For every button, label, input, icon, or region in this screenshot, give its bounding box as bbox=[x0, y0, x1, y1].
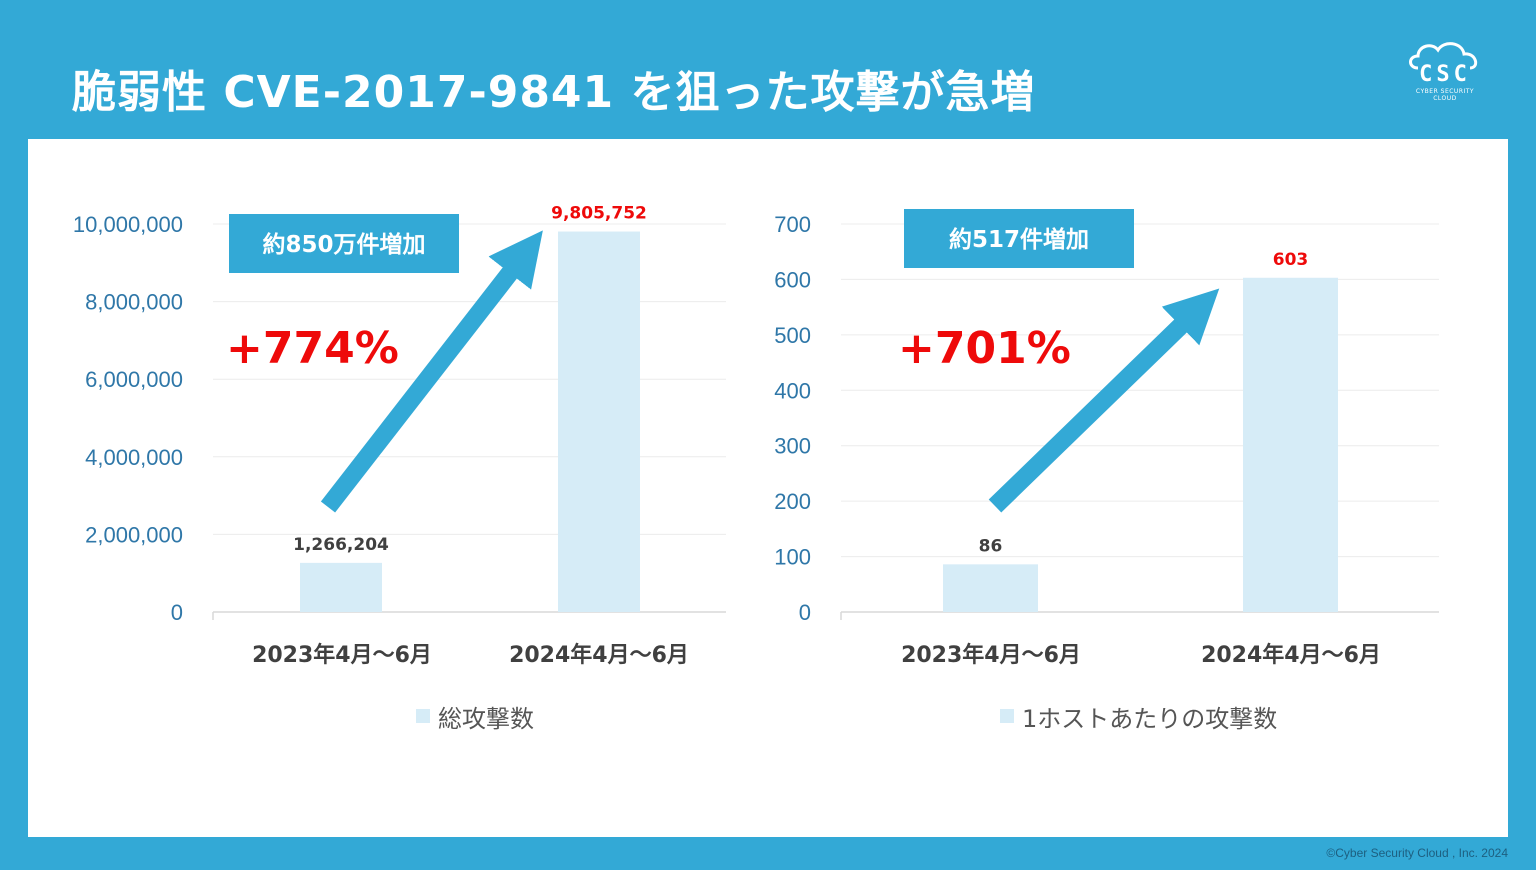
bar bbox=[558, 231, 640, 613]
bars: 1,266,204 2023年4月～6月 9,805,752 2024年4月～6月 bbox=[252, 204, 689, 668]
increase-percentage: +701% bbox=[898, 323, 1071, 374]
callout-text: 約517件増加 bbox=[949, 226, 1089, 253]
y-tick-label: 8,000,000 bbox=[85, 290, 183, 315]
y-tick-label: 0 bbox=[799, 600, 811, 625]
bar bbox=[943, 564, 1038, 612]
callout-text: 約850万件増加 bbox=[262, 231, 425, 258]
logo-text: CSC bbox=[1419, 62, 1471, 87]
company-logo: CSC CYBER SECURITY CLOUD bbox=[1404, 40, 1486, 102]
bar bbox=[1243, 277, 1338, 612]
legend-swatch bbox=[416, 709, 430, 723]
growth-arrow bbox=[988, 288, 1220, 513]
copyright: ©Cyber Security Cloud , Inc. 2024 bbox=[1326, 846, 1508, 860]
data-label: 1,266,204 bbox=[293, 535, 389, 555]
legend: 1ホストあたりの攻撃数 bbox=[1000, 705, 1277, 733]
page-title: 脆弱性 CVE-2017-9841 を狙った攻撃が急増 bbox=[72, 67, 1036, 118]
per-host-attacks-chart: 0 100 200 300 400 500 600 700 86 2023年4月～6月 603 20… bbox=[774, 209, 1439, 733]
x-tick-label: 2024年4月～6月 bbox=[1201, 642, 1381, 668]
y-tick-label: 0 bbox=[171, 600, 183, 625]
y-tick-label: 10,000,000 bbox=[73, 212, 183, 237]
growth-arrow bbox=[320, 230, 543, 513]
callout-box bbox=[229, 214, 459, 273]
data-label: 9,805,752 bbox=[551, 204, 647, 224]
x-tick-label: 2023年4月～6月 bbox=[901, 642, 1081, 668]
y-tick-label: 6,000,000 bbox=[85, 367, 183, 392]
x-tick-label: 2023年4月～6月 bbox=[252, 642, 432, 668]
y-tick-label: 500 bbox=[774, 323, 811, 348]
legend: 総攻撃数 bbox=[416, 705, 534, 733]
data-label: 603 bbox=[1273, 250, 1309, 270]
content-panel: 0 2,000,000 4,000,000 6,000,000 8,000,000 10,… bbox=[28, 139, 1508, 837]
callout-box bbox=[904, 209, 1134, 268]
logo-subtext: CYBER SECURITY CLOUD bbox=[1415, 88, 1475, 102]
chart-grid bbox=[841, 223, 1439, 558]
y-tick-label: 4,000,000 bbox=[85, 445, 183, 470]
legend-label: 1ホストあたりの攻撃数 bbox=[1022, 705, 1277, 733]
x-tick-label: 2024年4月～6月 bbox=[509, 642, 689, 668]
y-tick-label: 400 bbox=[774, 378, 811, 403]
bar bbox=[300, 562, 382, 612]
legend-label: 総攻撃数 bbox=[438, 705, 534, 733]
increase-percentage: +774% bbox=[226, 323, 399, 374]
bars: 86 2023年4月～6月 603 2024年4月～6月 bbox=[901, 250, 1381, 668]
legend-swatch bbox=[1000, 709, 1014, 723]
y-tick-label: 100 bbox=[774, 545, 811, 570]
y-tick-label: 600 bbox=[774, 267, 811, 292]
y-tick-label: 300 bbox=[774, 434, 811, 459]
cloud-icon bbox=[1409, 42, 1478, 70]
total-attacks-chart: 0 2,000,000 4,000,000 6,000,000 8,000,000 10,… bbox=[73, 204, 726, 733]
data-label: 86 bbox=[979, 536, 1003, 556]
y-tick-label: 700 bbox=[774, 212, 811, 237]
y-axis: 0 2,000,000 4,000,000 6,000,000 8,000,000 10,… bbox=[73, 212, 726, 625]
y-tick-label: 2,000,000 bbox=[85, 522, 183, 547]
y-axis: 0 100 200 300 400 500 600 700 bbox=[774, 212, 1439, 625]
charts-svg: 0 2,000,000 4,000,000 6,000,000 8,000,000 10,… bbox=[73, 204, 1439, 733]
y-tick-label: 200 bbox=[774, 489, 811, 514]
